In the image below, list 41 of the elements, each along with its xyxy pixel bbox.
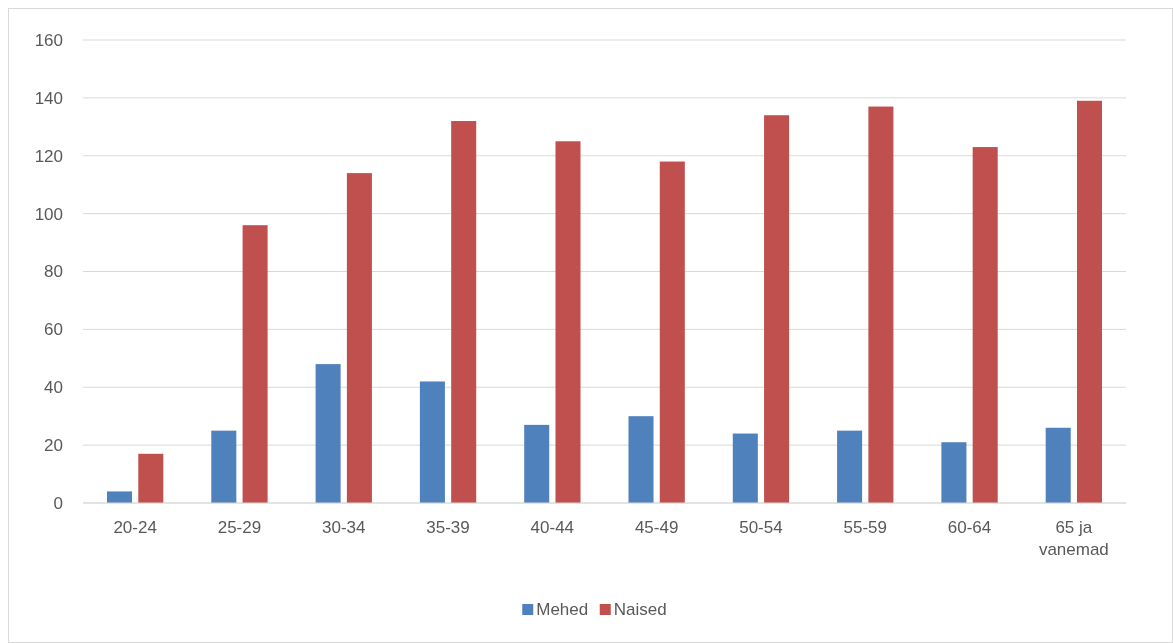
y-tick-label: 120 <box>34 146 63 166</box>
y-tick-label: 0 <box>53 493 63 513</box>
x-tick-label: 55-59 <box>843 518 887 537</box>
bar <box>732 433 758 503</box>
x-tick-label: 40-44 <box>530 518 575 537</box>
x-tick-label: 45-49 <box>634 518 679 537</box>
bar <box>138 453 164 503</box>
bar <box>242 225 268 503</box>
bar <box>628 416 654 503</box>
x-tick-label: 30-34 <box>322 518 366 537</box>
bar <box>211 430 237 503</box>
legend-label: Mehed <box>536 600 589 619</box>
bar <box>837 430 863 503</box>
y-tick-label: 60 <box>44 320 63 340</box>
x-tick-label: 25-29 <box>217 518 262 537</box>
bar <box>555 141 581 503</box>
bar <box>764 115 790 503</box>
bar <box>524 424 550 503</box>
bar <box>419 381 445 503</box>
x-tick-label: 50-54 <box>739 518 783 537</box>
legend-label: Naised <box>613 600 667 619</box>
x-tick-label: 60-64 <box>947 518 992 537</box>
x-tick-label: 65 ja vanemad <box>1038 518 1109 559</box>
bar <box>1045 427 1071 503</box>
bar <box>106 491 133 503</box>
x-tick-label: 20-24 <box>113 518 157 537</box>
bar <box>346 173 372 503</box>
x-tick-label: 35-39 <box>426 518 470 537</box>
y-tick-label: 40 <box>44 378 63 398</box>
bar <box>972 147 998 503</box>
bar <box>1076 100 1103 503</box>
y-tick-label: 100 <box>34 204 63 224</box>
bar <box>659 161 685 503</box>
bar <box>868 106 894 503</box>
y-tick-label: 80 <box>44 262 63 282</box>
bar <box>941 442 967 503</box>
bar <box>315 364 341 503</box>
y-tick-label: 20 <box>44 436 63 456</box>
y-tick-label: 140 <box>34 88 63 108</box>
bar <box>451 121 477 503</box>
y-tick-label: 160 <box>34 30 63 50</box>
